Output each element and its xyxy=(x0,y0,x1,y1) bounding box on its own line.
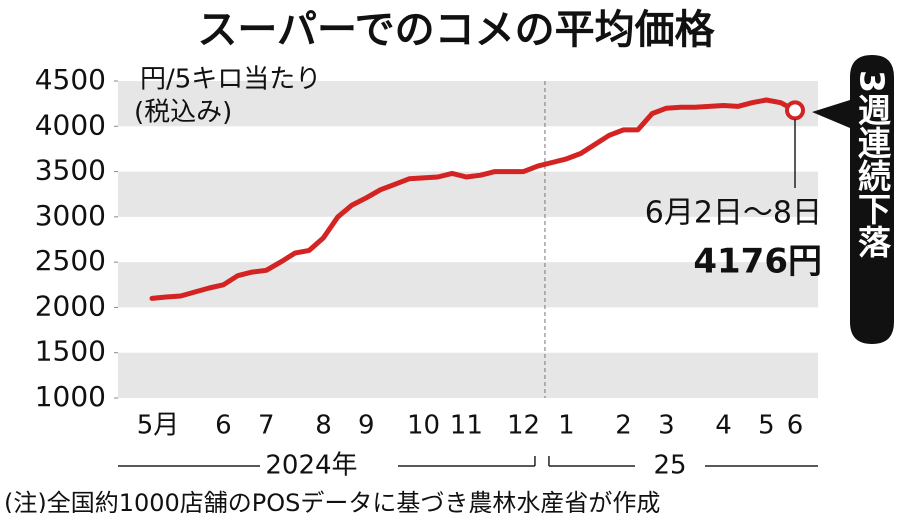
y-tick-label: 2000 xyxy=(35,289,106,322)
y-axis-label: 円/5キロ当たり xyxy=(140,65,321,95)
band xyxy=(118,81,818,127)
last-point xyxy=(785,100,805,121)
y-tick-label: 3500 xyxy=(35,154,106,187)
y-tick-label: 2500 xyxy=(35,244,106,277)
y-tick-label: 4500 xyxy=(35,63,106,96)
chart-title: スーパーでのコメの平均価格 xyxy=(197,7,715,53)
x-tick-label: 5 xyxy=(758,411,775,441)
x-tick-label: 9 xyxy=(358,411,375,441)
x-tick-label: 8 xyxy=(315,411,332,441)
x-tick-label: 4 xyxy=(715,411,732,441)
x-group-label: 25 xyxy=(653,451,686,481)
y-tick-label: 1000 xyxy=(35,380,106,413)
callout-text: 3週連続下落 xyxy=(853,70,892,258)
x-tick-label: 3 xyxy=(658,411,675,441)
band xyxy=(118,352,818,398)
x-tick-label: 12 xyxy=(507,411,540,441)
x-group-label: 2024年 xyxy=(265,451,357,481)
value-label: 4176円 xyxy=(693,242,822,282)
footnote: (注)全国約1000店舗のPOSデータに基づき農林水産省が作成 xyxy=(4,489,660,513)
x-tick-label: 11 xyxy=(450,411,483,441)
annotation-date: 6月2日～8日 xyxy=(645,196,822,231)
y-tick-label: 1500 xyxy=(35,335,106,368)
y-tick-label: 3000 xyxy=(35,199,106,232)
band xyxy=(118,262,818,308)
price-line xyxy=(149,97,798,301)
y-axis-note: (税込み) xyxy=(134,98,232,128)
x-tick-label: 6 xyxy=(215,411,232,441)
x-tick-label: 10 xyxy=(407,411,440,441)
callout-box xyxy=(812,55,894,344)
x-tick-label: 5月 xyxy=(137,411,180,441)
x-tick-label: 6 xyxy=(787,411,804,441)
x-tick-label: 7 xyxy=(258,411,275,441)
y-tick-label: 4000 xyxy=(35,108,106,141)
x-tick-label: 1 xyxy=(558,411,575,441)
x-tick-label: 2 xyxy=(615,411,632,441)
